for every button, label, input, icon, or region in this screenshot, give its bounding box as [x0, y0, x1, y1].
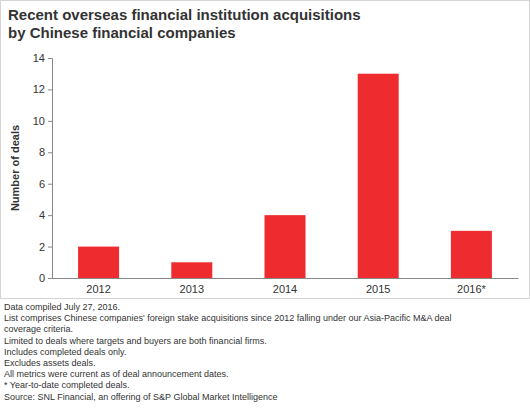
- y-axis: 0 2 4 6 8 10 12 14: [33, 52, 53, 284]
- y-tick-label: 10: [33, 115, 45, 127]
- note: All metrics were current as of deal anno…: [4, 369, 229, 379]
- frame: [1, 1, 530, 299]
- y-tick: 8: [39, 146, 52, 158]
- chart: Recent overseas financial institution ac…: [0, 0, 530, 411]
- y-tick-mark: [48, 121, 52, 122]
- title-line: Recent overseas financial institution ac…: [8, 6, 361, 23]
- y-tick-mark: [48, 152, 52, 153]
- y-tick-label: 6: [39, 178, 45, 190]
- y-tick: 10: [33, 115, 52, 127]
- y-tick-label: 0: [39, 272, 45, 284]
- y-tick-mark: [48, 89, 52, 90]
- x-tick: 2016*: [457, 283, 486, 295]
- y-tick-mark: [48, 247, 52, 248]
- title: Recent overseas financial institution ac…: [8, 6, 361, 41]
- note: * Year-to-date completed deals.: [4, 380, 130, 390]
- y-axis-line: [48, 59, 53, 279]
- y-tick: 0: [39, 272, 52, 284]
- note: Includes completed deals only.: [4, 347, 126, 357]
- y-tick-mark: [48, 58, 52, 59]
- y-tick-label: 8: [39, 146, 45, 158]
- y-tick-label: 12: [33, 83, 45, 95]
- note: Limited to deals where targets and buyer…: [4, 336, 267, 346]
- y-tick-label: 4: [39, 209, 45, 221]
- y-tick: 6: [39, 178, 52, 190]
- y-tick-label: 2: [39, 241, 45, 253]
- x-tick: 2014: [273, 283, 297, 295]
- note: List comprises Chinese companies' foreig…: [4, 313, 451, 323]
- bar: [171, 262, 212, 278]
- note: Data compiled July 27, 2016.: [4, 302, 120, 312]
- x-tick-label: 2015: [366, 283, 390, 295]
- bar: [264, 215, 305, 278]
- bars: [78, 74, 492, 278]
- x-tick: 2013: [180, 283, 204, 295]
- x-tick-label: 2014: [273, 283, 297, 295]
- x-tick: 2015: [366, 283, 390, 295]
- y-tick: 4: [39, 209, 52, 221]
- x-tick: 2012: [86, 283, 110, 295]
- bar: [451, 231, 492, 278]
- y-tick-mark: [48, 215, 52, 216]
- y-tick-mark: [48, 278, 52, 279]
- x-axis-line: [53, 278, 519, 279]
- x-tick-label: 2013: [180, 283, 204, 295]
- note: Excludes assets deals.: [4, 358, 96, 368]
- title-line: by Chinese financial companies: [8, 24, 236, 41]
- y-tick: 12: [33, 83, 52, 95]
- bar: [78, 247, 119, 278]
- source: Source: SNL Financial, an offering of S&…: [4, 392, 278, 402]
- y-axis-title: Number of deals: [9, 125, 21, 211]
- y-tick-label: 14: [33, 52, 45, 64]
- note: coverage criteria.: [4, 324, 73, 334]
- x-tick-label: 2016*: [457, 283, 486, 295]
- y-tick-mark: [48, 184, 52, 185]
- x-tick-label: 2012: [86, 283, 110, 295]
- bar: [358, 74, 399, 278]
- y-tick: 2: [39, 241, 52, 253]
- x-axis: 2012 2013 2014 2015 2016*: [53, 279, 519, 295]
- y-tick: 14: [33, 52, 52, 64]
